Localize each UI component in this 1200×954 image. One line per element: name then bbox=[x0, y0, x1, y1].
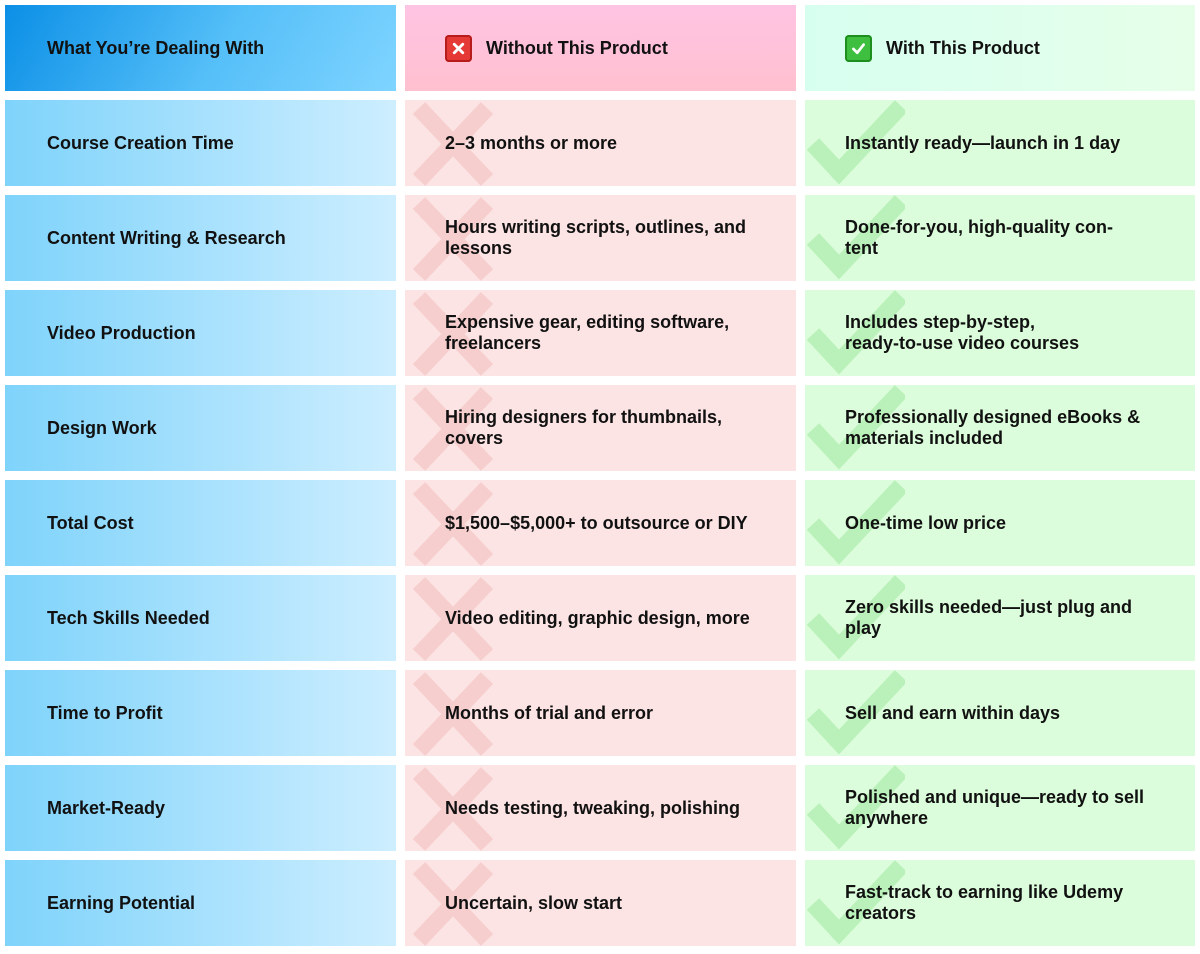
row-label-cell: Earning Potential bbox=[5, 860, 396, 946]
row-label-cell: Video Production bbox=[5, 290, 396, 376]
check-watermark-icon bbox=[806, 385, 905, 470]
comparison-table: What You’re Dealing With Without This Pr… bbox=[5, 5, 1195, 946]
with-text: Professionally designed eBooks & materia… bbox=[845, 407, 1141, 448]
row-label: Content Writing & Research bbox=[47, 227, 286, 248]
cross-watermark-icon bbox=[412, 767, 494, 851]
row-label-cell: Total Cost bbox=[5, 480, 396, 566]
with-cell: Includes step-by-step, ready-to-use vide… bbox=[805, 290, 1195, 376]
cross-watermark-icon bbox=[412, 862, 494, 946]
row-label: Course Creation Time bbox=[47, 132, 234, 153]
row-label-cell: Market-Ready bbox=[5, 765, 396, 851]
cross-watermark-icon bbox=[412, 577, 494, 661]
row-label-cell: Content Writing & Research bbox=[5, 195, 396, 281]
row-label: Market-Ready bbox=[47, 797, 166, 818]
without-cell: 2–3 months or more bbox=[405, 100, 796, 186]
row-label-cell: Course Creation Time bbox=[5, 100, 396, 186]
row-label-cell: Time to Profit bbox=[5, 670, 396, 756]
without-cell: Months of trial and error bbox=[405, 670, 796, 756]
with-text: One-time low price bbox=[845, 512, 1007, 533]
with-cell: Fast-track to earning like Udemy creator… bbox=[805, 860, 1195, 946]
with-text: Polished and unique—ready to sell anywhe… bbox=[845, 787, 1145, 828]
with-cell: Instantly ready—launch in 1 day bbox=[805, 100, 1195, 186]
without-text: Uncertain, slow start bbox=[445, 892, 623, 913]
without-cell: $1,500–$5,000+ to outsource or DIY bbox=[405, 480, 796, 566]
row-label: Video Production bbox=[47, 322, 196, 343]
row-label: Total Cost bbox=[47, 512, 134, 533]
header-with-product-label: With This Product bbox=[886, 37, 1040, 58]
check-watermark-icon bbox=[806, 195, 905, 280]
without-cell: Uncertain, slow start bbox=[405, 860, 796, 946]
cross-mark-icon bbox=[445, 34, 472, 62]
with-cell: Zero skills needed—just plug and play bbox=[805, 575, 1195, 661]
without-text: 2–3 months or more bbox=[445, 132, 618, 153]
with-text: Done-for-you, high-quality con- tent bbox=[845, 217, 1113, 258]
without-text: Needs testing, tweaking, polishing bbox=[445, 797, 741, 818]
cross-watermark-icon bbox=[412, 292, 494, 376]
check-watermark-icon bbox=[806, 575, 905, 660]
with-text: Includes step-by-step, ready-to-use vide… bbox=[845, 312, 1080, 353]
check-watermark-icon bbox=[806, 765, 905, 850]
with-text: Instantly ready—launch in 1 day bbox=[845, 132, 1121, 153]
without-cell: Hours writing scripts, outlines, and les… bbox=[405, 195, 796, 281]
without-text: Months of trial and error bbox=[445, 702, 654, 723]
without-cell: Needs testing, tweaking, polishing bbox=[405, 765, 796, 851]
cross-watermark-icon bbox=[412, 387, 494, 471]
check-watermark-icon bbox=[806, 100, 905, 185]
row-label-cell: Design Work bbox=[5, 385, 396, 471]
row-label: Time to Profit bbox=[47, 702, 163, 723]
with-cell: Polished and unique—ready to sell anywhe… bbox=[805, 765, 1195, 851]
header-dealing-with-label: What You’re Dealing With bbox=[47, 37, 265, 58]
check-watermark-icon bbox=[806, 480, 905, 565]
header-without-product-label: Without This Product bbox=[486, 37, 668, 58]
without-cell: Expensive gear, editing software, freela… bbox=[405, 290, 796, 376]
with-cell: Sell and earn within days bbox=[805, 670, 1195, 756]
cross-watermark-icon bbox=[412, 102, 494, 186]
cross-watermark-icon bbox=[412, 482, 494, 566]
without-text: Hiring designers for thumbnails, covers bbox=[445, 407, 723, 448]
header-without-product: Without This Product bbox=[405, 5, 796, 91]
without-text: $1,500–$5,000+ to outsource or DIY bbox=[445, 512, 748, 533]
without-cell: Video editing, graphic design, more bbox=[405, 575, 796, 661]
without-cell: Hiring designers for thumbnails, covers bbox=[405, 385, 796, 471]
without-text: Hours writing scripts, outlines, and les… bbox=[445, 217, 747, 258]
cross-watermark-icon bbox=[412, 197, 494, 281]
check-mark-icon bbox=[845, 34, 872, 62]
row-label: Earning Potential bbox=[47, 892, 196, 913]
with-cell: Professionally designed eBooks & materia… bbox=[805, 385, 1195, 471]
check-watermark-icon bbox=[806, 860, 905, 945]
header-with-product: With This Product bbox=[805, 5, 1195, 91]
cross-watermark-icon bbox=[412, 672, 494, 756]
with-cell: Done-for-you, high-quality con- tent bbox=[805, 195, 1195, 281]
check-watermark-icon bbox=[806, 670, 905, 755]
without-text: Expensive gear, editing software, freela… bbox=[445, 312, 730, 353]
with-cell: One-time low price bbox=[805, 480, 1195, 566]
row-label-cell: Tech Skills Needed bbox=[5, 575, 396, 661]
check-watermark-icon bbox=[806, 290, 905, 375]
row-label: Design Work bbox=[47, 417, 157, 438]
with-text: Sell and earn within days bbox=[845, 702, 1061, 723]
header-dealing-with: What You’re Dealing With bbox=[5, 5, 396, 91]
without-text: Video editing, graphic design, more bbox=[445, 607, 750, 628]
with-text: Fast-track to earning like Udemy creator… bbox=[845, 882, 1124, 923]
row-label: Tech Skills Needed bbox=[47, 607, 210, 628]
with-text: Zero skills needed—just plug and play bbox=[845, 597, 1133, 638]
